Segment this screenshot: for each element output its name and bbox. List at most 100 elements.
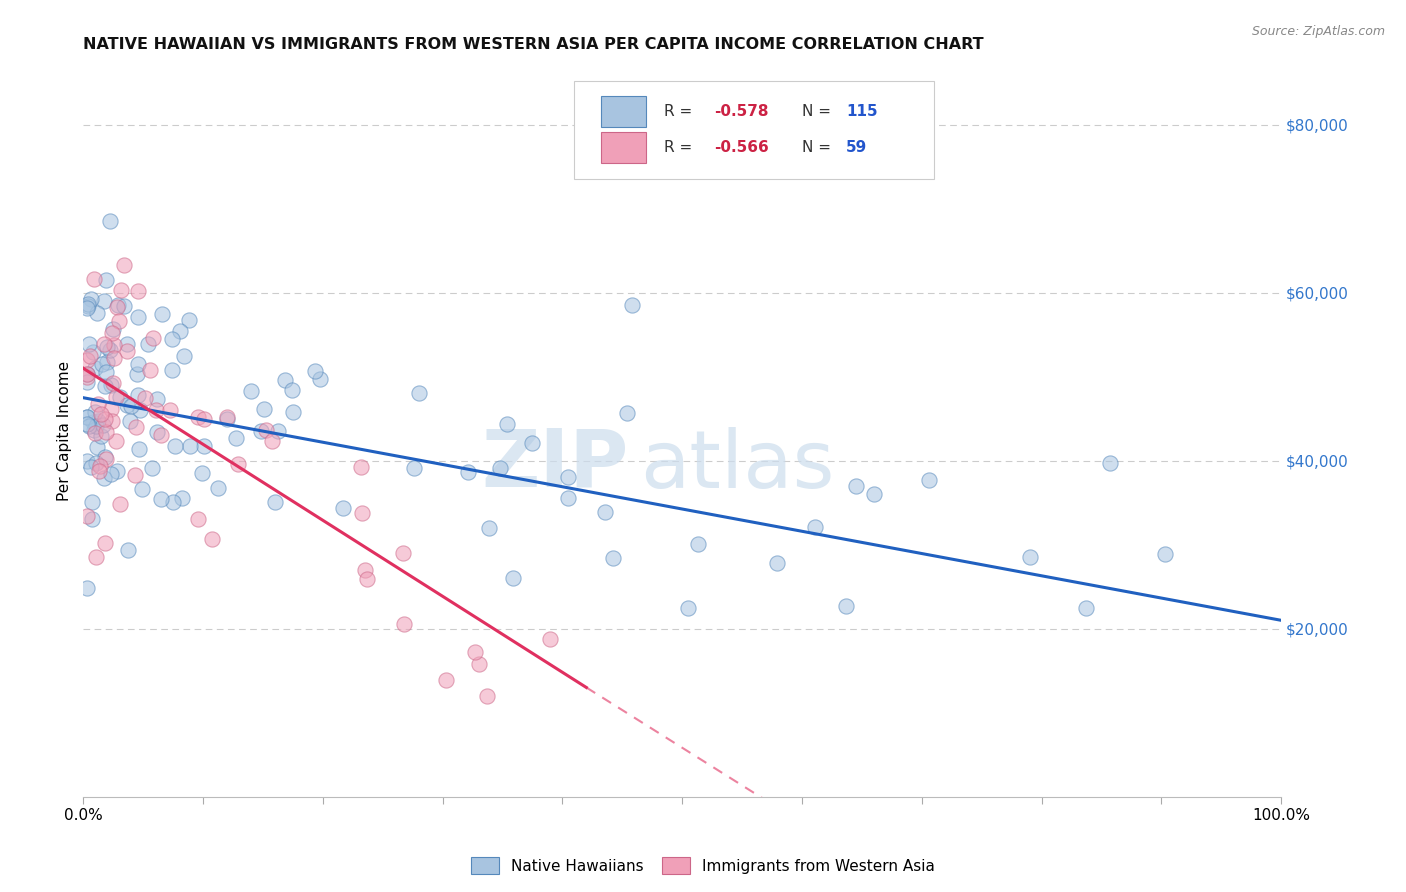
Text: 59: 59	[846, 140, 868, 155]
Point	[86, 440, 108, 454]
Point	[76, 376, 98, 390]
Point	[146, 392, 169, 406]
Point	[142, 331, 165, 345]
Point	[83, 272, 105, 286]
Point	[160, 332, 183, 346]
Point	[200, 532, 222, 546]
Text: R =: R =	[664, 103, 697, 119]
Point	[91, 357, 114, 371]
Point	[520, 435, 543, 450]
Point	[127, 310, 149, 324]
Point	[215, 410, 238, 425]
Point	[392, 617, 415, 632]
Text: atlas: atlas	[640, 427, 835, 506]
Point	[87, 397, 110, 411]
Point	[495, 417, 517, 431]
Point	[127, 357, 149, 371]
Point	[146, 425, 169, 440]
Point	[94, 379, 117, 393]
Point	[354, 564, 377, 578]
Point	[139, 363, 162, 377]
Point	[352, 506, 374, 520]
Point	[616, 405, 638, 419]
Text: -0.566: -0.566	[714, 140, 769, 155]
Text: Source: ZipAtlas.com: Source: ZipAtlas.com	[1251, 25, 1385, 38]
Point	[225, 431, 247, 445]
Point	[402, 461, 425, 475]
Point	[863, 487, 886, 501]
Point	[134, 391, 156, 405]
Point	[101, 376, 124, 390]
Point	[76, 454, 98, 468]
Point	[165, 439, 187, 453]
Point	[309, 372, 332, 386]
Point	[478, 521, 501, 535]
FancyBboxPatch shape	[575, 80, 934, 179]
Point	[86, 414, 108, 428]
Point	[82, 495, 104, 509]
Point	[488, 461, 510, 475]
Point	[84, 550, 107, 565]
Point	[110, 283, 132, 297]
Y-axis label: Per Capita Income: Per Capita Income	[58, 361, 72, 501]
Point	[179, 439, 201, 453]
Point	[112, 258, 135, 272]
Point	[207, 481, 229, 495]
Point	[918, 473, 941, 487]
Point	[82, 344, 104, 359]
Point	[835, 599, 858, 613]
Point	[117, 336, 139, 351]
Point	[105, 434, 128, 448]
Point	[145, 402, 167, 417]
Point	[187, 512, 209, 526]
Legend: Native Hawaiians, Immigrants from Western Asia: Native Hawaiians, Immigrants from Wester…	[465, 851, 941, 880]
Point	[475, 689, 498, 703]
Point	[96, 355, 118, 369]
Text: N =: N =	[801, 140, 835, 155]
Point	[254, 423, 277, 437]
Point	[76, 370, 98, 384]
Point	[86, 456, 108, 470]
Point	[76, 409, 98, 424]
FancyBboxPatch shape	[600, 132, 647, 163]
Point	[77, 419, 100, 434]
Point	[100, 467, 122, 481]
Point	[80, 292, 103, 306]
Point	[457, 465, 479, 479]
Point	[77, 299, 100, 313]
Point	[177, 313, 200, 327]
Point	[193, 439, 215, 453]
Point	[125, 367, 148, 381]
Point	[96, 451, 118, 466]
Point	[94, 365, 117, 379]
Point	[120, 414, 142, 428]
Point	[557, 470, 579, 484]
Point	[76, 368, 98, 382]
Point	[141, 460, 163, 475]
Point	[250, 425, 273, 439]
Point	[76, 409, 98, 424]
Point	[129, 402, 152, 417]
Point	[101, 326, 124, 341]
Point	[1098, 456, 1121, 470]
Point	[83, 423, 105, 437]
Point	[804, 520, 827, 534]
Text: -0.578: -0.578	[714, 103, 769, 119]
Point	[1154, 547, 1177, 561]
Point	[90, 407, 112, 421]
Point	[332, 500, 354, 515]
Point	[83, 426, 105, 441]
Point	[79, 460, 101, 475]
Point	[464, 644, 486, 658]
Point	[76, 581, 98, 595]
Point	[76, 301, 98, 315]
Point	[79, 349, 101, 363]
Point	[93, 294, 115, 309]
Point	[103, 338, 125, 352]
Point	[127, 388, 149, 402]
Point	[91, 417, 114, 432]
Point	[76, 509, 98, 524]
Point	[160, 363, 183, 377]
Point	[150, 492, 173, 507]
Point	[76, 417, 98, 431]
